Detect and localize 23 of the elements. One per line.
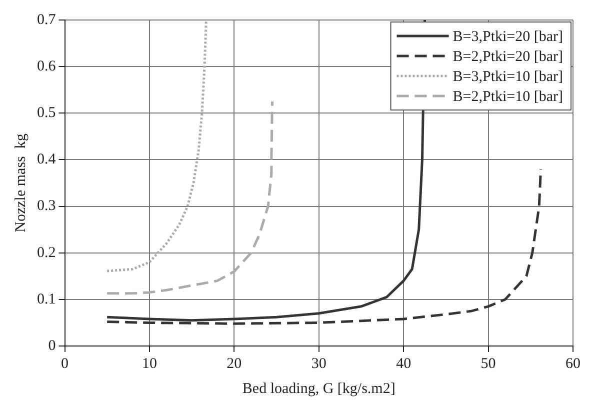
y-tick-label: 0.3 — [37, 198, 56, 214]
x-tick-label: 60 — [566, 356, 580, 372]
y-tick-label: 0.1 — [37, 291, 56, 308]
y-tick-label: 0.2 — [37, 244, 56, 261]
legend-label: B=3,Ptki=10 [bar] — [452, 68, 564, 85]
x-tick-label: 50 — [480, 356, 496, 372]
x-axis-title: Bed loading, G [kg/s.m2] — [242, 380, 396, 397]
x-tick-label: 30 — [311, 356, 326, 372]
y-axis-title: Nozzle mass kg — [12, 133, 29, 232]
y-tick-label: 0.4 — [37, 152, 56, 168]
y-tick-label: 0.5 — [37, 105, 56, 122]
y-tick-label: 0.6 — [37, 58, 56, 75]
x-tick-label: 0 — [61, 356, 68, 372]
legend-label: B=2,Ptki=10 [bar] — [452, 88, 564, 105]
legend-label: B=2,Ptki=20 [bar] — [452, 48, 564, 65]
legend-label: B=3,Ptki=20 [bar] — [452, 28, 564, 45]
x-tick-label: 40 — [396, 356, 412, 372]
line-series — [106, 100, 274, 295]
x-tick-label: 20 — [226, 356, 242, 372]
y-tick-label: 0 — [48, 338, 56, 354]
line-series — [106, 20, 208, 272]
x-tick-label: 10 — [142, 356, 157, 372]
y-tick-label: 0.7 — [37, 12, 56, 28]
